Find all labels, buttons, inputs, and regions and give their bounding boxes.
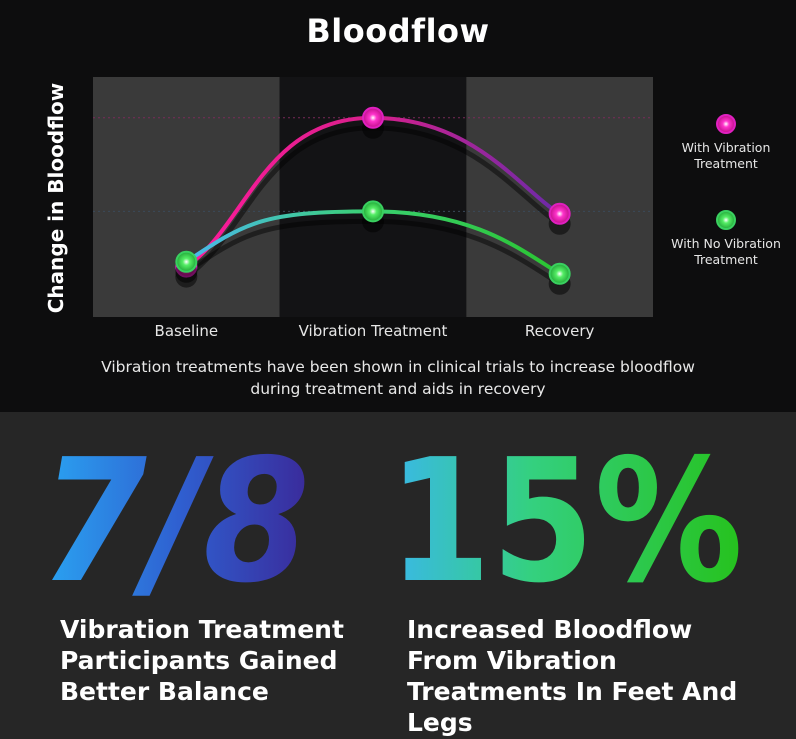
data-point-no-vibration xyxy=(548,262,571,285)
stat-label-balance: Vibration Treatment Participants Gained … xyxy=(60,615,344,706)
data-point-no-vibration xyxy=(175,250,198,273)
chart-title: Bloodflow xyxy=(306,12,490,50)
stat-label-bloodflow: Increased Bloodflow From Vibration Treat… xyxy=(407,615,738,737)
legend-dot xyxy=(716,114,736,134)
data-point-with-vibration xyxy=(362,106,384,129)
stat-value-balance: 7/8 xyxy=(40,423,310,621)
x-tick-label: Recovery xyxy=(524,322,595,340)
legend-dot xyxy=(716,210,736,230)
data-point-no-vibration xyxy=(362,200,384,223)
chart-plot xyxy=(93,77,736,317)
stats-figures: 7/8 15% xyxy=(40,423,743,621)
x-tick-label: Vibration Treatment xyxy=(298,322,448,340)
stat-value-bloodflow: 15% xyxy=(388,423,743,621)
chart-caption: Vibration treatments have been shown in … xyxy=(101,358,695,398)
legend-label: With No Vibration Treatment xyxy=(671,236,781,267)
x-tick-label: Baseline xyxy=(154,322,219,340)
data-point-with-vibration xyxy=(548,202,571,225)
legend-label: With Vibration Treatment xyxy=(681,140,771,171)
stats-panel xyxy=(0,412,796,739)
